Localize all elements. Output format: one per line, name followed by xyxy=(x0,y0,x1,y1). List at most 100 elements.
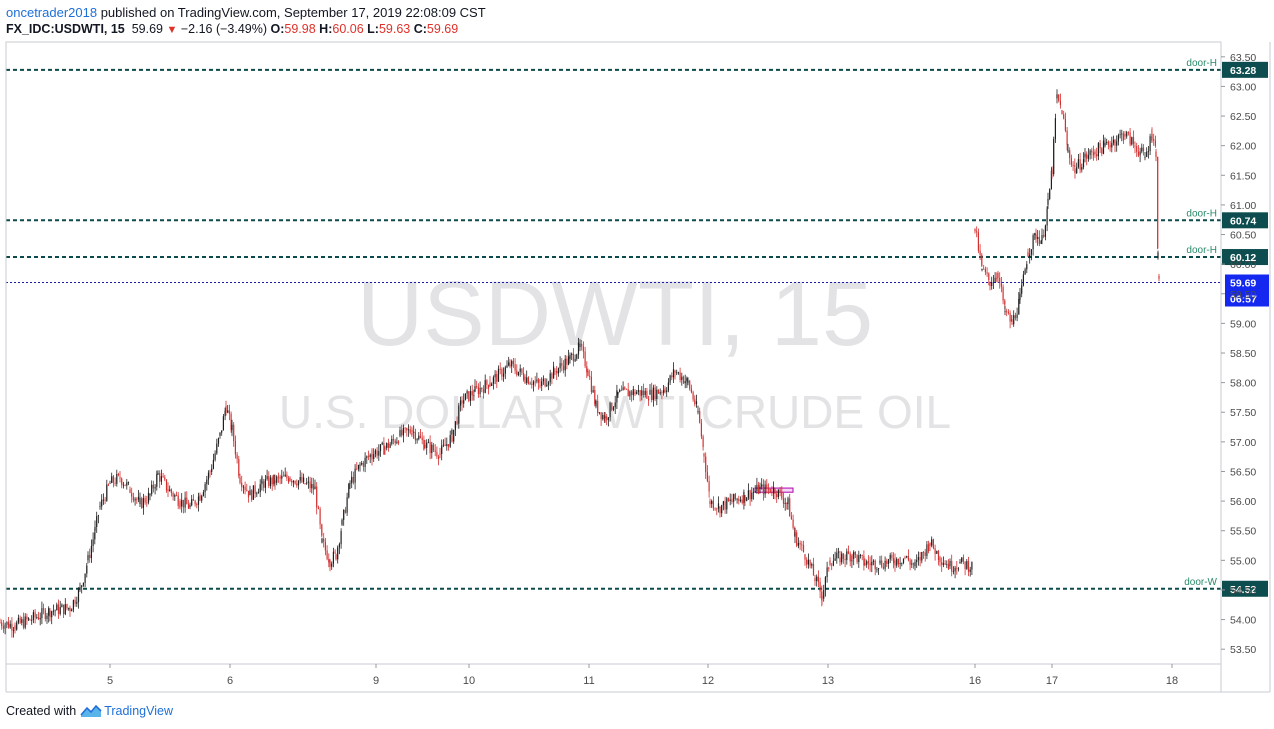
candle-body xyxy=(1066,130,1068,145)
candle-body xyxy=(625,388,628,390)
candle-body xyxy=(523,373,525,380)
candle-body xyxy=(219,432,221,436)
y-tick-label: 57.00 xyxy=(1230,437,1256,449)
candle-body xyxy=(482,389,485,393)
candle-body xyxy=(497,368,500,382)
y-tick-label: 58.00 xyxy=(1230,378,1256,390)
candle-body xyxy=(766,484,768,489)
candle-body xyxy=(1158,275,1160,279)
candle-body xyxy=(57,604,60,614)
candle-body xyxy=(1111,143,1113,148)
candle-body xyxy=(989,281,991,286)
candle-body xyxy=(906,556,908,558)
candle-body xyxy=(872,560,875,562)
candle-body xyxy=(503,373,505,377)
candle-body xyxy=(36,617,38,618)
candle-body xyxy=(607,417,609,421)
candle-body xyxy=(617,391,619,395)
candle-body xyxy=(24,616,26,628)
candle-body xyxy=(929,542,931,546)
tradingview-brand-link[interactable]: TradingView xyxy=(104,704,173,718)
candle-body xyxy=(144,498,146,503)
high-label: H: xyxy=(319,22,333,36)
author-link[interactable]: oncetrader2018 xyxy=(6,5,98,20)
candle-body xyxy=(1018,299,1020,315)
candle-body xyxy=(1013,315,1015,325)
x-tick-label: 13 xyxy=(822,675,834,687)
candle-body xyxy=(307,481,309,483)
candle-body xyxy=(194,500,196,505)
change-value: −2.16 (−3.49%) xyxy=(180,22,268,36)
candle-body xyxy=(337,547,339,560)
candle-body xyxy=(451,435,453,442)
candle-body xyxy=(276,476,278,483)
candle-body xyxy=(961,557,963,562)
candle-body xyxy=(17,617,19,623)
candle-body xyxy=(544,378,546,387)
candle-body xyxy=(616,390,618,403)
candle-body xyxy=(946,564,948,566)
candle-body xyxy=(84,573,86,583)
candle-body xyxy=(64,604,66,615)
candle-body xyxy=(463,400,465,404)
candle-body xyxy=(292,480,294,483)
last-price-value: 59.69 xyxy=(131,22,163,36)
candle-body xyxy=(211,468,213,472)
candle-body xyxy=(492,377,494,384)
candle-body xyxy=(129,489,131,493)
candle-body xyxy=(722,501,724,506)
candle-body xyxy=(1121,133,1123,135)
level-price-label: 54.52 xyxy=(1230,584,1256,596)
candle-body xyxy=(367,456,370,458)
candle-body xyxy=(834,558,836,561)
countdown-label: 06:57 xyxy=(1230,294,1257,306)
open-value: 59.98 xyxy=(284,22,316,36)
candle-body xyxy=(303,477,305,483)
candle-body xyxy=(572,353,574,362)
candle-body xyxy=(172,493,174,497)
candle-body xyxy=(234,441,236,455)
candle-body xyxy=(598,412,600,414)
candle-body xyxy=(147,492,150,503)
candle-body xyxy=(126,482,128,486)
candle-body xyxy=(912,563,915,565)
candle-body xyxy=(556,371,558,374)
candle-body xyxy=(1043,235,1045,237)
candle-body xyxy=(823,590,825,599)
candle-body xyxy=(1081,167,1083,170)
candle-body xyxy=(247,490,250,498)
candle-body xyxy=(664,388,666,393)
candle-body xyxy=(399,429,401,436)
candle-body xyxy=(1112,139,1115,144)
candle-body xyxy=(874,560,876,570)
candle-body xyxy=(101,499,103,507)
x-tick-label: 6 xyxy=(227,675,233,687)
candle-body xyxy=(37,617,40,620)
candle-body xyxy=(936,550,938,554)
candle-body xyxy=(1101,148,1103,154)
candle-body xyxy=(69,607,71,612)
candle-body xyxy=(1030,249,1032,255)
open-label: O: xyxy=(270,22,285,36)
candle-body xyxy=(209,471,211,473)
candle-body xyxy=(861,554,863,556)
candle-body xyxy=(539,385,541,387)
candle-body xyxy=(196,504,198,506)
candle-body xyxy=(41,608,43,619)
candle-body xyxy=(43,608,45,611)
candle-body xyxy=(589,375,591,377)
candle-body xyxy=(741,499,743,503)
candle-body xyxy=(246,489,248,491)
candle-body xyxy=(1153,138,1155,141)
candle-body xyxy=(681,376,683,380)
candle-body xyxy=(186,497,188,505)
candle-body xyxy=(994,277,996,282)
candle-body xyxy=(157,473,159,475)
candle-body xyxy=(1021,285,1023,294)
candle-body xyxy=(114,482,116,484)
candle-body xyxy=(727,498,730,501)
candle-body xyxy=(557,368,559,374)
candle-body xyxy=(789,498,791,517)
candle-body xyxy=(159,473,161,482)
